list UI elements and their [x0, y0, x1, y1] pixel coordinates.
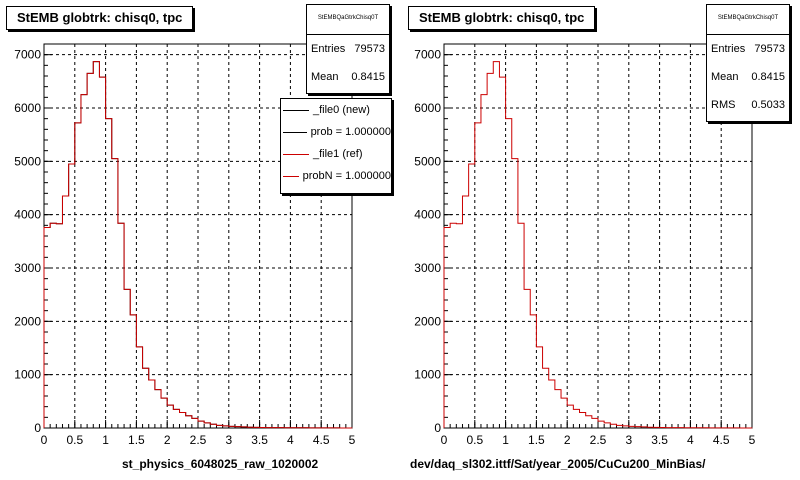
legend-line-new [283, 131, 307, 133]
stats-label: Entries [311, 43, 346, 55]
y-tick-label: 6000 [14, 101, 41, 115]
x-tick-label: 3 [625, 433, 632, 447]
x-tick-label: 2.5 [190, 433, 207, 447]
stats-value: 0.8415 [751, 71, 785, 83]
x-tick-label: 4.5 [713, 433, 730, 447]
x-tick-label: 3.5 [251, 433, 268, 447]
pad2-stats-rms: RMS 0.5033 [707, 91, 789, 119]
x-tick-label: 0 [41, 433, 48, 447]
pad1-stats-mean: Mean 0.8415 [307, 63, 389, 91]
x-tick-label: 0.5 [466, 433, 483, 447]
y-tick-label: 1000 [14, 368, 41, 382]
legend-entry: prob = 1.000000 [281, 121, 391, 143]
y-tick-label: 6000 [414, 101, 441, 115]
y-tick-label: 5000 [414, 154, 441, 168]
x-tick-label: 1.5 [128, 433, 145, 447]
legend-entry: _file0 (new) [281, 99, 391, 121]
y-tick-label: 5000 [14, 154, 41, 168]
y-tick-label: 4000 [14, 208, 41, 222]
legend-label: prob = 1.000000 [310, 126, 391, 138]
legend-line-new [283, 109, 309, 111]
legend-label: _file1 (ref) [313, 148, 363, 160]
stats-label: Mean [311, 71, 339, 83]
x-tick-label: 0.5 [66, 433, 83, 447]
legend-label: _file0 (new) [313, 104, 370, 116]
pad2-title: StEMB globtrk: chisq0, tpc [408, 6, 596, 30]
legend-label: probN = 1.000000 [302, 170, 391, 182]
y-tick-label: 0 [434, 421, 441, 435]
pad1-stats-entries: Entries 79573 [307, 35, 389, 63]
y-tick-label: 2000 [14, 314, 41, 328]
x-tick-label: 4.5 [313, 433, 330, 447]
pad2-stats-mean: Mean 0.8415 [707, 63, 789, 91]
pad1-stats-name: StEMBQaGtrkChisq0T [307, 5, 389, 35]
y-tick-label: 3000 [414, 261, 441, 275]
x-tick-label: 5 [349, 433, 356, 447]
pad1-x-axis-label: st_physics_6048025_raw_1020002 [122, 457, 319, 471]
pad2-stats-box: StEMBQaGtrkChisq0T Entries 79573 Mean 0.… [706, 4, 790, 122]
stats-label: Entries [711, 43, 746, 55]
pad2-stats-name: StEMBQaGtrkChisq0T [707, 5, 789, 35]
x-tick-label: 1 [102, 433, 109, 447]
stats-value: 0.8415 [351, 71, 385, 83]
legend-line-ref [283, 175, 299, 177]
y-tick-label: 7000 [414, 48, 441, 62]
stats-label: Mean [711, 71, 739, 83]
x-tick-label: 2.5 [590, 433, 607, 447]
histogram-series-ref [43, 61, 353, 429]
legend-entry: _file1 (ref) [281, 143, 391, 165]
pad1-title: StEMB globtrk: chisq0, tpc [6, 6, 194, 30]
histogram-series-ref [443, 61, 753, 429]
legend-entry: probN = 1.000000 [281, 165, 391, 187]
y-tick-label: 3000 [14, 261, 41, 275]
pad2-x-axis-label: dev/daq_sl302.ittf/Sat/year_2005/CuCu200… [410, 457, 706, 471]
x-tick-label: 3 [225, 433, 232, 447]
y-tick-label: 1000 [414, 368, 441, 382]
x-tick-label: 1.5 [528, 433, 545, 447]
pad2-stats-entries: Entries 79573 [707, 35, 789, 63]
pad1-legend: _file0 (new) prob = 1.000000 _file1 (ref… [280, 98, 392, 194]
stats-label: RMS [711, 99, 736, 111]
y-tick-label: 0 [34, 421, 41, 435]
y-tick-label: 2000 [414, 314, 441, 328]
x-tick-label: 3.5 [651, 433, 668, 447]
x-tick-label: 0 [441, 433, 448, 447]
x-tick-label: 1 [502, 433, 509, 447]
x-tick-label: 2 [164, 433, 171, 447]
stats-value: 0.5033 [751, 99, 785, 111]
x-tick-label: 2 [564, 433, 571, 447]
x-tick-label: 4 [687, 433, 694, 447]
legend-line-ref [283, 153, 309, 155]
x-tick-label: 4 [287, 433, 294, 447]
x-tick-label: 5 [749, 433, 756, 447]
pad1-stats-box: StEMBQaGtrkChisq0T Entries 79573 Mean 0.… [306, 4, 390, 94]
stats-value: 79573 [754, 43, 785, 55]
y-tick-label: 4000 [414, 208, 441, 222]
y-tick-label: 7000 [14, 48, 41, 62]
stats-value: 79573 [354, 43, 385, 55]
